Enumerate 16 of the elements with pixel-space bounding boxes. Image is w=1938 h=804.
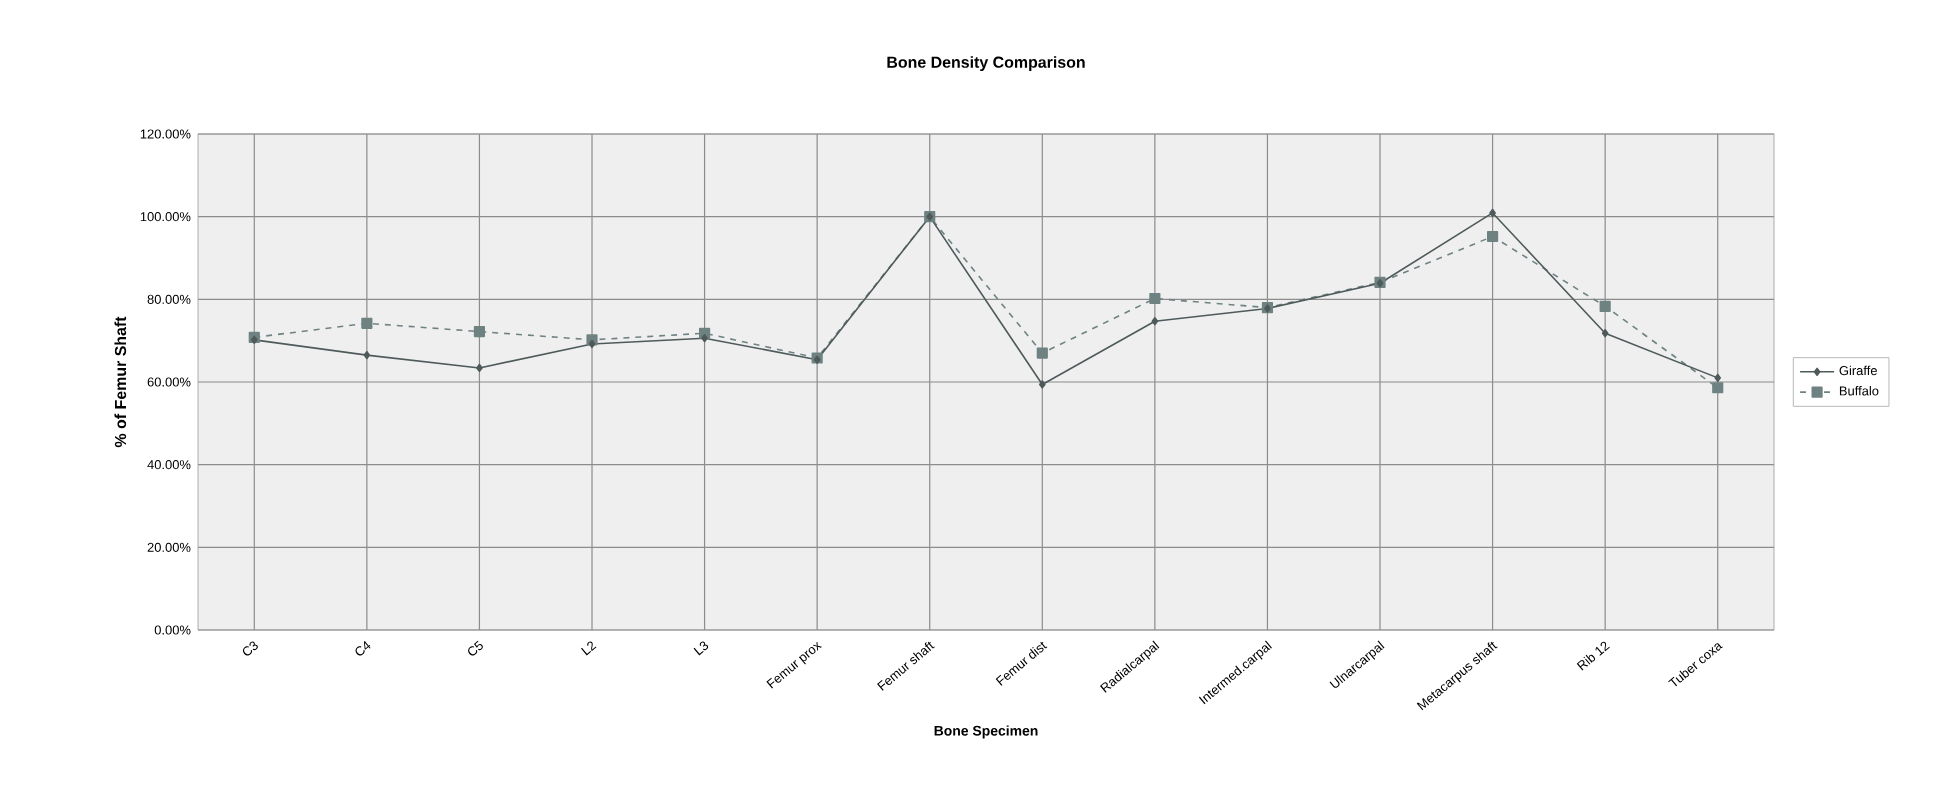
point [473, 325, 486, 338]
point [363, 350, 371, 360]
point [701, 334, 708, 343]
point [1038, 380, 1046, 389]
point [1599, 300, 1611, 312]
point [1712, 382, 1724, 394]
point [476, 363, 483, 373]
point [1149, 292, 1161, 305]
point [1489, 208, 1496, 218]
point [588, 339, 596, 349]
point [361, 317, 373, 329]
point [1601, 329, 1609, 338]
point [1487, 230, 1499, 243]
point [1714, 373, 1722, 383]
point [1036, 347, 1048, 359]
point [1151, 317, 1159, 326]
